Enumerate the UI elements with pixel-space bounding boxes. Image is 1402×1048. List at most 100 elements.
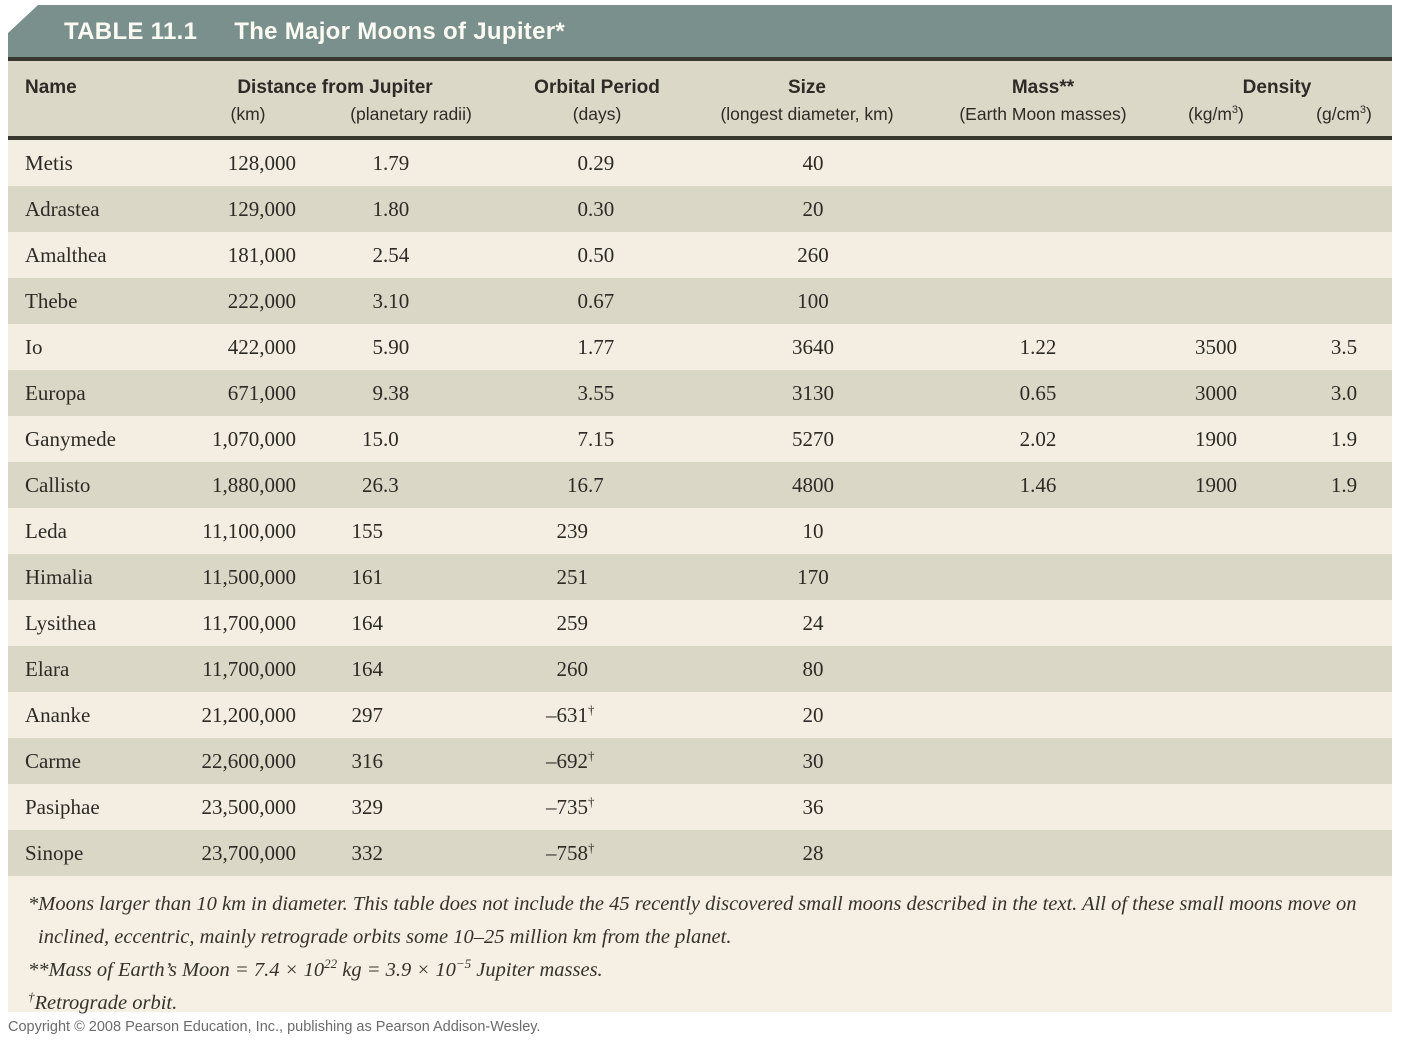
distance-km: 422,000 [227, 335, 296, 359]
col-header-mass-unit: (Earth Moon masses) [959, 104, 1127, 124]
orbital-period-days: 1.77 [456, 324, 718, 370]
density-g-cm3 [1296, 278, 1392, 324]
distance-km: 11,700,000 [202, 611, 296, 635]
footnote-small-moons: *Moons larger than 10 km in diameter. Th… [28, 893, 1357, 948]
size-longest-diameter-km: 5270 [792, 427, 834, 451]
fraction-part: .79 [383, 151, 410, 175]
integer-part: 0 [577, 243, 589, 267]
col-header-orbital-period: Orbital Period [534, 77, 660, 98]
distance-planetary-radii: 161 [296, 554, 456, 600]
orbital-period-days: 0.30 [456, 186, 718, 232]
mass-earth-moon-masses: 1.46 [1019, 473, 1057, 497]
size-longest-diameter-km: 3640 [792, 335, 834, 359]
fraction-part: .3 [383, 473, 399, 497]
density-kg-m3: 3000 [1195, 381, 1237, 405]
moon-name: Callisto [25, 473, 91, 497]
moon-name: Ganymede [25, 427, 116, 451]
moon-name: Sinope [25, 841, 84, 865]
fraction-part: .55 [588, 381, 615, 405]
table-row: Pasiphae 23,500,000 329 –735† 36 [8, 784, 1392, 830]
integer-part: 260 [556, 657, 589, 681]
col-header-density: Density [1242, 77, 1312, 98]
mass-earth-moon-masses: 0.65 [1019, 381, 1057, 405]
density-kg-m3 [1168, 186, 1264, 232]
size-longest-diameter-km: 10 [802, 519, 824, 543]
table-row: Sinope 23,700,000 332 –758† 28 [8, 830, 1392, 876]
integer-part: 259 [556, 611, 589, 635]
integer-part: 3 [372, 289, 384, 313]
orbital-period-days: 259 [456, 600, 718, 646]
distance-km: 181,000 [227, 243, 296, 267]
table-header-row: Name Distance from Jupiter (km) (planeta… [8, 61, 1392, 136]
size-longest-diameter-km: 100 [797, 289, 829, 313]
fraction-part: .29 [588, 151, 615, 175]
integer-part: 332 [351, 841, 384, 865]
fraction-part: .15 [588, 427, 615, 451]
density-g-cm3: 1.9 [1330, 473, 1358, 497]
density-kg-m3: 3500 [1195, 335, 1237, 359]
table-title-bar: TABLE 11.1 The Major Moons of Jupiter* [8, 5, 1392, 57]
density-g-cm3 [1296, 692, 1392, 738]
distance-planetary-radii: 9.38 [296, 370, 456, 416]
density-g-cm3 [1296, 508, 1392, 554]
density-kg-m3 [1168, 232, 1264, 278]
table-row: Leda 11,100,000 155 239 10 [8, 508, 1392, 554]
col-header-planetary-radii-unit: (planetary radii) [350, 104, 472, 124]
distance-planetary-radii: 1.80 [296, 186, 456, 232]
col-header-name: Name [25, 77, 77, 98]
integer-part: 1 [372, 151, 384, 175]
orbital-period-days: 260 [456, 646, 718, 692]
moon-name: Europa [25, 381, 86, 405]
fraction-part: .7 [588, 473, 604, 497]
col-header-density-g-unit: (g/cm3) [1316, 104, 1372, 124]
footnotes: *Moons larger than 10 km in diameter. Th… [8, 876, 1392, 1014]
density-kg-m3 [1168, 278, 1264, 324]
distance-km: 23,700,000 [201, 841, 297, 865]
mass-earth-moon-masses [908, 278, 1168, 324]
density-g-cm3 [1296, 738, 1392, 784]
fraction-part: .38 [383, 381, 410, 405]
moon-name: Amalthea [25, 243, 107, 267]
mass-earth-moon-masses [908, 554, 1168, 600]
table-row: Elara 11,700,000 164 260 80 [8, 646, 1392, 692]
orbital-period-days: 16.7 [456, 462, 718, 508]
col-header-distance-km-unit: (km) [230, 104, 266, 124]
table-row: Lysithea 11,700,000 164 259 24 [8, 600, 1392, 646]
orbital-period-days: 7.15 [456, 416, 718, 462]
mass-earth-moon-masses: 1.22 [1019, 335, 1057, 359]
mass-earth-moon-masses [908, 232, 1168, 278]
size-longest-diameter-km: 20 [802, 703, 824, 727]
col-header-size-unit: (longest diameter, km) [720, 104, 894, 124]
distance-planetary-radii: 164 [296, 600, 456, 646]
integer-part: 161 [351, 565, 384, 589]
integer-part: 0 [577, 151, 589, 175]
integer-part: –631 [546, 703, 588, 727]
size-longest-diameter-km: 4800 [792, 473, 834, 497]
orbital-period-days: 239 [456, 508, 718, 554]
distance-planetary-radii: 2.54 [296, 232, 456, 278]
distance-planetary-radii: 329 [296, 784, 456, 830]
orbital-period-days: 3.55 [456, 370, 718, 416]
col-header-density-kg-unit: (kg/m3) [1188, 104, 1244, 124]
density-kg-m3 [1168, 646, 1264, 692]
density-kg-m3 [1168, 554, 1264, 600]
distance-km: 222,000 [227, 289, 296, 313]
fraction-part: .30 [588, 197, 615, 221]
distance-planetary-radii: 3.10 [296, 278, 456, 324]
table-row: Europa 671,000 9.38 3.55 3130 0.65 3000 3.0 [8, 370, 1392, 416]
integer-part: 1 [372, 197, 384, 221]
distance-planetary-radii: 332 [296, 830, 456, 876]
orbital-period-days: –631† [456, 692, 718, 738]
divider-header [8, 136, 1392, 140]
dagger-icon: † [588, 702, 595, 717]
distance-km: 129,000 [227, 197, 296, 221]
fraction-part: .54 [383, 243, 410, 267]
density-kg-m3 [1168, 600, 1264, 646]
integer-part: 239 [556, 519, 589, 543]
mass-earth-moon-masses [908, 738, 1168, 784]
size-longest-diameter-km: 24 [802, 611, 824, 635]
superscript-3: 3 [1231, 104, 1239, 117]
integer-part: 329 [351, 795, 384, 819]
moon-name: Carme [25, 749, 81, 773]
distance-km: 11,100,000 [202, 519, 296, 543]
